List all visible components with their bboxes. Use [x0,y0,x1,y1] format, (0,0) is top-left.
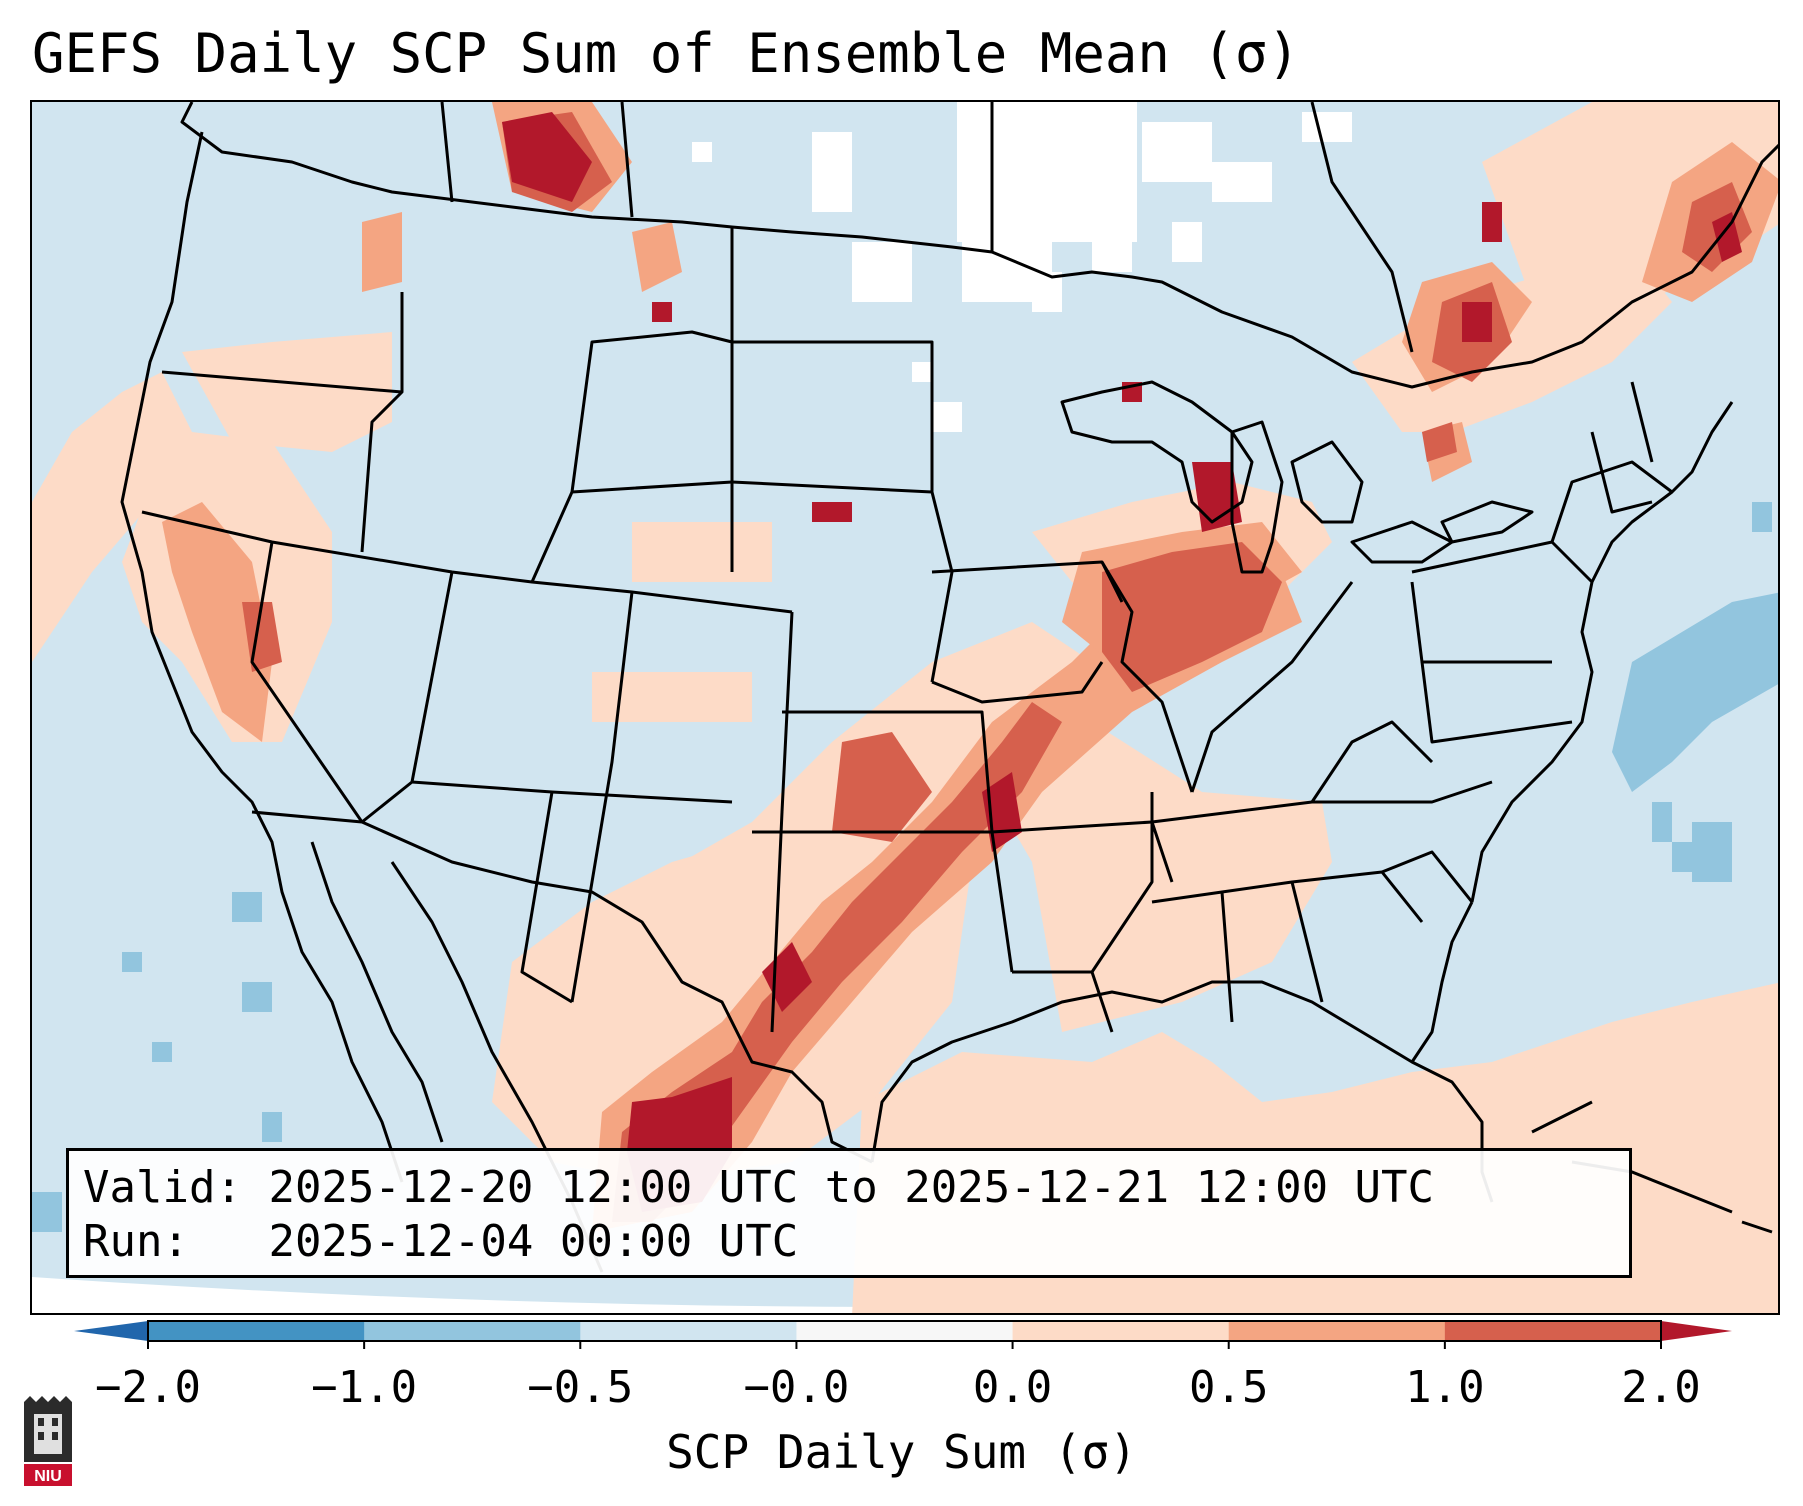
colorbar-bin [1444,1321,1662,1341]
colorbar-under-arrow [74,1321,148,1341]
colorbar-bin [1012,1321,1230,1341]
colorbar-outline [147,1320,1662,1342]
valid-time: 2025-12-20 12:00 UTC to 2025-12-21 12:00… [268,1162,1435,1213]
colorbar-bin [1228,1321,1446,1341]
run-label: Run: [83,1216,189,1267]
colorbar-bin [148,1321,365,1341]
valid-run-info-box: Valid: 2025-12-20 12:00 UTC to 2025-12-2… [66,1148,1632,1278]
colorbar [74,1320,1732,1349]
colorbar-tick-label: 1.0 [1405,1362,1485,1413]
colorbar-bin [796,1321,1014,1341]
colorbar-tick-label: −0.0 [743,1362,850,1413]
colorbar-bin [580,1321,797,1341]
missing-data-patches [692,102,1352,432]
colorbar-tick-label: 0.5 [1188,1362,1269,1413]
svg-text:NIU: NIU [34,1468,62,1485]
map-title: GEFS Daily SCP Sum of Ensemble Mean (σ) [32,22,1300,85]
colorbar-tick-label: −2.0 [95,1362,201,1413]
valid-label: Valid: [83,1162,242,1213]
run-time: 2025-12-04 00:00 UTC [268,1216,799,1267]
colorbar-tick-label: −0.5 [527,1362,634,1413]
colorbar-tick-label: −1.0 [311,1362,418,1413]
map-panel[interactable] [30,100,1780,1315]
colorbar-tick-label: 2.0 [1621,1362,1701,1413]
niu-logo: NIU [24,1396,72,1486]
colorbar-bin [364,1321,581,1341]
negative-patches [32,502,1778,1232]
scp-field-map [32,102,1778,1313]
colorbar-over-arrow [1661,1321,1732,1341]
colorbar-tick-label: 0.0 [972,1362,1053,1413]
colorbar-label: SCP Daily Sum (σ) [666,1425,1137,1479]
